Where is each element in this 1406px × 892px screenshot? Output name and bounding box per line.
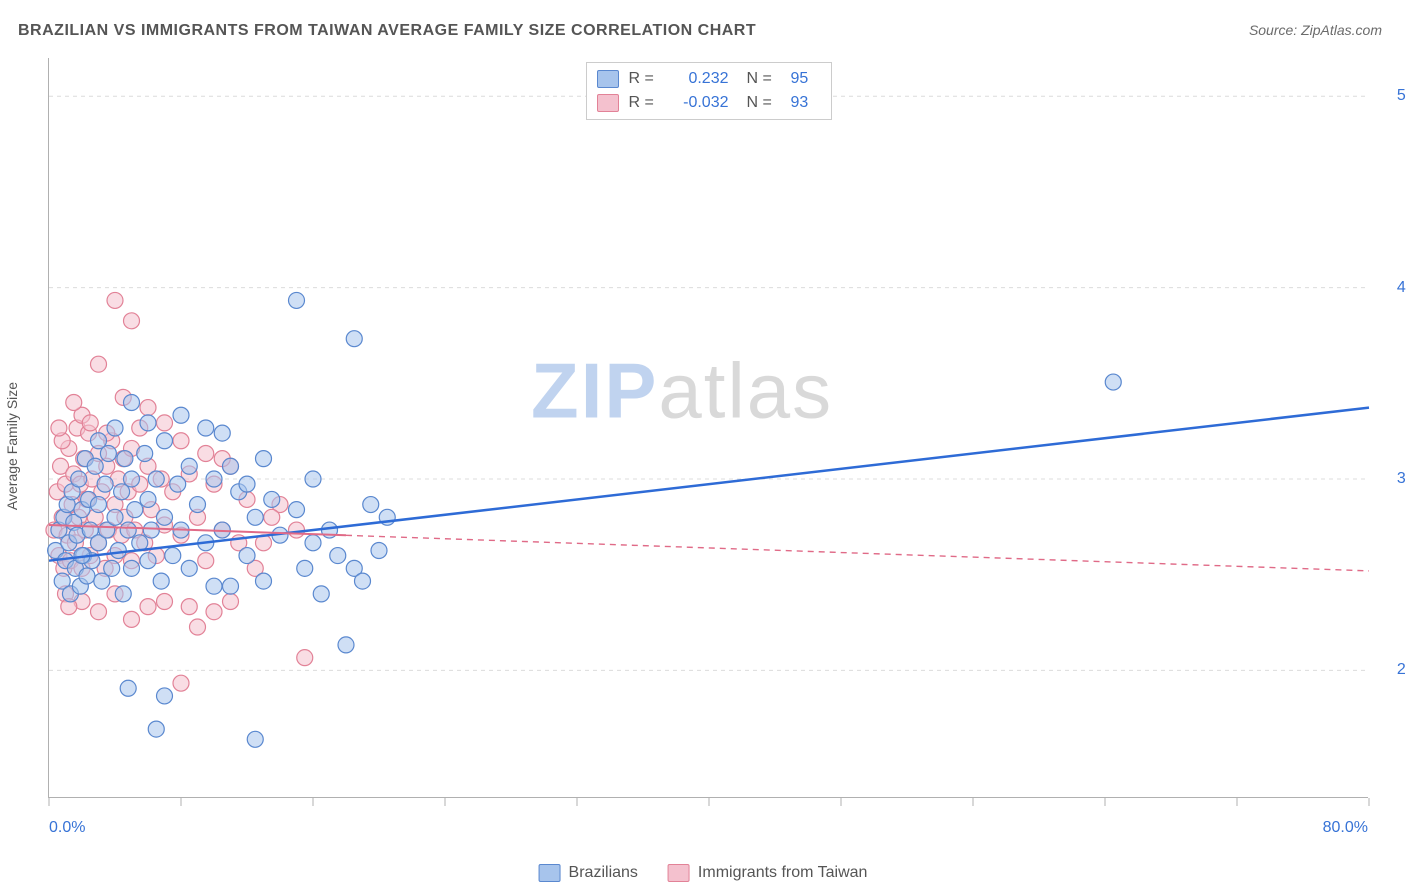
r-value-1: -0.032: [671, 91, 729, 115]
series-legend: Brazilians Immigrants from Taiwan: [539, 864, 868, 882]
source-label: Source: ZipAtlas.com: [1249, 22, 1382, 38]
r-label-0: R =: [629, 67, 661, 91]
correlation-legend: R = 0.232 N = 95 R = -0.032 N = 93: [586, 62, 832, 120]
legend-row-series-1: R = -0.032 N = 93: [597, 91, 821, 115]
swatch-series-0: [597, 70, 619, 88]
y-tick-label: 2.75: [1397, 661, 1406, 679]
y-tick-label: 4.25: [1397, 279, 1406, 297]
legend-item-0: Brazilians: [539, 864, 638, 882]
y-tick-label: 3.50: [1397, 470, 1406, 488]
x-axis-max-label: 80.0%: [1323, 819, 1368, 837]
plot-area: ZIPatlas R = 0.232 N = 95 R = -0.032 N =…: [48, 58, 1368, 798]
legend-row-series-0: R = 0.232 N = 95: [597, 67, 821, 91]
legend-label-1: Immigrants from Taiwan: [698, 864, 868, 882]
chart-title: BRAZILIAN VS IMMIGRANTS FROM TAIWAN AVER…: [18, 22, 756, 40]
swatch-series-1: [597, 94, 619, 112]
y-axis-label: Average Family Size: [4, 382, 20, 510]
legend-label-0: Brazilians: [569, 864, 638, 882]
n-label-0: N =: [747, 67, 781, 91]
legend-swatch-0: [539, 864, 561, 882]
chart-svg: [49, 58, 1368, 797]
y-tick-label: 5.00: [1397, 87, 1406, 105]
chart-container: BRAZILIAN VS IMMIGRANTS FROM TAIWAN AVER…: [0, 0, 1406, 892]
legend-item-1: Immigrants from Taiwan: [668, 864, 868, 882]
x-axis-min-label: 0.0%: [49, 819, 85, 837]
n-value-1: 93: [791, 91, 821, 115]
legend-swatch-1: [668, 864, 690, 882]
n-label-1: N =: [747, 91, 781, 115]
n-value-0: 95: [791, 67, 821, 91]
r-value-0: 0.232: [671, 67, 729, 91]
r-label-1: R =: [629, 91, 661, 115]
